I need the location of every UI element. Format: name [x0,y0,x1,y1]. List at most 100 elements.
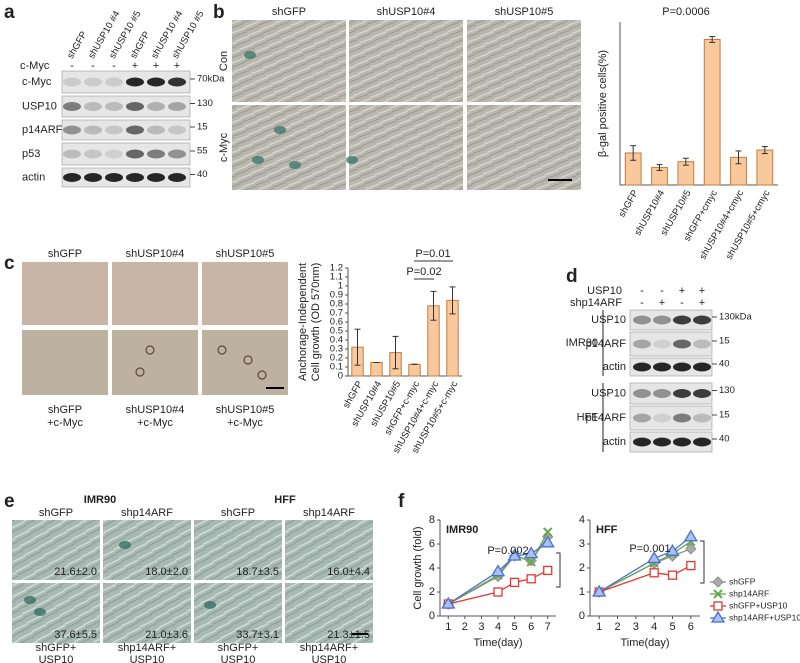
y-axis-label: Anchorage-Independent [297,263,309,381]
marker [490,564,506,577]
marker [540,535,555,548]
blot-band [633,362,651,372]
series-line [598,565,692,593]
y-tick-label: 0.2 [330,353,343,364]
size-label: 15 [197,122,208,133]
blot-band [653,389,671,398]
column-label: shUSP10#4 [126,404,185,416]
column-label: shGFP [48,404,82,416]
blot-band [673,389,691,398]
legend-label: shGFP+USP10 [729,600,788,610]
y-tick-label: 0 [429,610,435,622]
bar [408,363,421,377]
blot-band [147,102,165,111]
marker [509,577,520,588]
marker [523,546,539,559]
blot-band [168,102,186,111]
y-tick-label: 2 [579,562,585,574]
panel-letter: d [566,266,578,287]
size-label: 70kDa [197,74,225,85]
blot-band [633,389,651,398]
colony-image [22,262,108,325]
x-tick-label: 2 [614,621,620,633]
micrograph [103,583,191,643]
blot-band [126,173,144,182]
blot-strip [629,382,713,405]
row-label: c-Myc [218,132,230,162]
blot-strip [629,331,713,357]
blot-row-label: actin [603,436,626,448]
legend-marker [712,576,724,588]
blot-band [84,77,102,87]
series-line [598,541,692,593]
blot-row-label: p14ARF [586,412,627,424]
blot-band [126,102,144,111]
micrograph [349,20,463,102]
condition-sign: + [699,285,705,297]
size-label: 40 [719,359,730,370]
y-tick-label: 4 [429,562,435,574]
legend-marker [710,610,726,623]
blot-band [168,149,186,159]
condition-sign: + [679,285,685,297]
condition-sign: - [91,60,95,72]
blot-band [105,125,123,135]
condition-sign: + [174,60,180,72]
condition-sign: + [153,60,159,72]
legend-marker [713,601,723,611]
column-label: shGFP [272,6,306,18]
stained-cell [24,596,36,604]
blot-band [63,149,81,159]
blot-band [693,413,711,423]
blot-band [147,125,165,135]
percent-label: 16.0±4.4 [327,566,370,578]
marker [665,543,680,556]
y-tick-label: 8 [429,514,435,526]
annotation: P=0.002 [487,545,528,557]
blot-band [147,77,165,87]
series-line [598,536,692,593]
y-tick-label: 0.8 [330,299,343,310]
micrograph [232,105,346,190]
condition-sign: + [659,297,665,309]
bar [370,362,383,377]
blot-row-label: p14ARF [22,124,63,136]
blot-band [693,389,711,398]
y-tick-label: 0 [579,610,585,622]
blot-band [84,173,102,182]
condition-sign: - [660,285,664,297]
legend-marker [713,589,723,599]
x-tick-label: 1 [596,621,602,633]
size-label: 40 [719,434,730,445]
y-tick-label: 0 [338,371,343,382]
micrograph [467,20,581,102]
column-label: shGFP [48,248,82,260]
percent-label: 18.0±2.0 [145,566,188,578]
x-tick-label: 4 [495,621,501,633]
y-tick-label: 0.5 [330,326,343,337]
column-label: shGFP [39,507,73,519]
y-tick-label: 1.2 [330,263,343,274]
blot-band [673,413,691,423]
column-label: +c-Myc [47,417,83,429]
column-label: shUSP10#5 [216,404,275,416]
x-axis-label: Time(day) [473,637,522,649]
legend-label: shGFP [729,576,756,586]
micrograph [194,583,282,643]
row-label: Con [218,51,230,71]
y-tick-label: 0.6 [330,317,343,328]
percent-label: 33.7±3.1 [236,629,279,641]
column-label: shUSP10#4 [377,6,436,18]
column-label: +c-Myc [137,417,173,429]
panel-letter: e [4,491,15,512]
blot-strip [629,405,713,431]
blot-band [63,173,81,182]
stained-cell [204,601,216,609]
percent-label: 21.0±3.6 [145,629,188,641]
blot-band [126,77,144,87]
blot-row-label: actin [603,361,626,373]
panel-letter: c [4,253,15,274]
size-label: 55 [197,146,208,157]
marker [592,584,607,597]
y-tick-label: 0.1 [330,362,343,373]
